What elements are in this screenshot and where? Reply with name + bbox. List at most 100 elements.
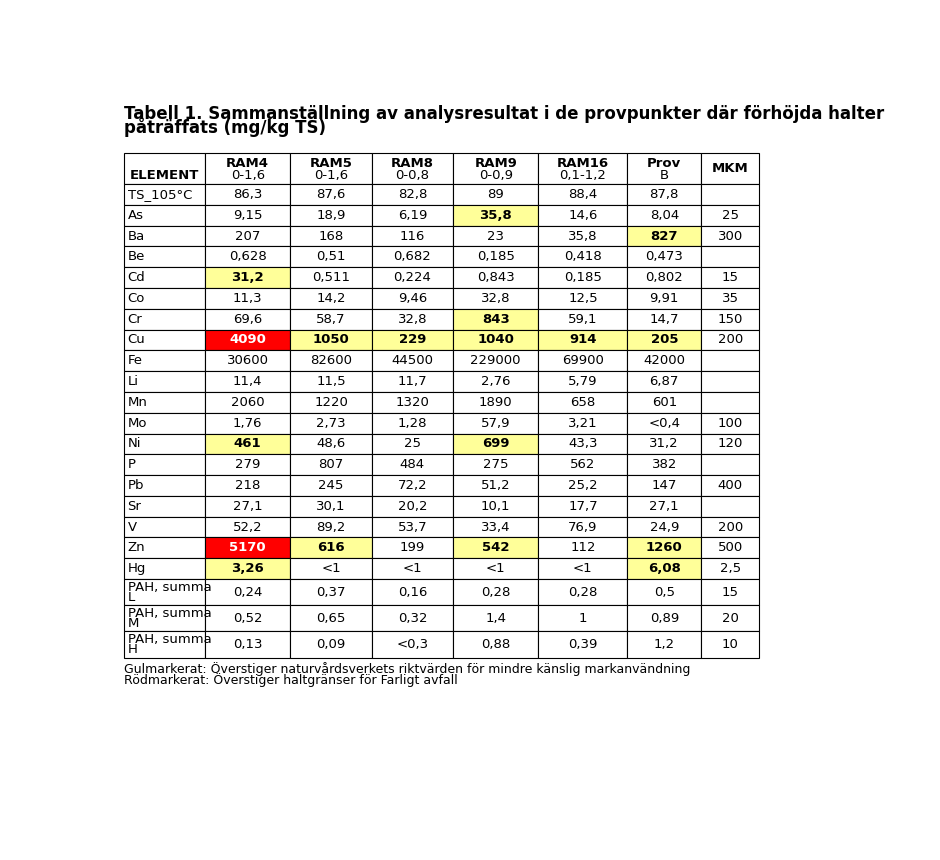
Text: Ba: Ba <box>128 230 145 243</box>
Text: 0,09: 0,09 <box>317 638 346 651</box>
Text: 2,73: 2,73 <box>316 416 346 430</box>
Text: 2,76: 2,76 <box>481 375 510 388</box>
Bar <box>124 247 205 267</box>
Text: Sr: Sr <box>128 500 141 513</box>
Bar <box>539 517 628 538</box>
Text: 52,2: 52,2 <box>233 520 262 533</box>
Bar <box>371 267 453 288</box>
Bar <box>628 288 701 309</box>
Text: 0,5: 0,5 <box>653 586 675 599</box>
Text: 807: 807 <box>319 458 344 471</box>
Bar <box>205 475 290 496</box>
Bar <box>205 454 290 475</box>
Bar <box>290 475 371 496</box>
Text: 9,46: 9,46 <box>398 292 427 305</box>
Bar <box>371 309 453 329</box>
Bar <box>290 605 371 631</box>
Text: 461: 461 <box>234 438 261 451</box>
Text: 32,8: 32,8 <box>398 313 427 326</box>
Bar <box>371 350 453 372</box>
Bar <box>539 605 628 631</box>
Bar <box>371 538 453 558</box>
Text: 1,28: 1,28 <box>398 416 427 430</box>
Text: 199: 199 <box>400 542 425 555</box>
Bar <box>701 372 760 392</box>
Bar <box>453 517 539 538</box>
Text: 2060: 2060 <box>231 396 264 408</box>
Bar <box>371 372 453 392</box>
Text: Tabell 1. Sammanställning av analysresultat i de provpunkter där förhöjda halter: Tabell 1. Sammanställning av analysresul… <box>124 105 884 123</box>
Text: Be: Be <box>128 250 145 263</box>
Text: 20: 20 <box>722 611 739 625</box>
Text: 0,24: 0,24 <box>233 586 262 599</box>
Bar <box>628 205 701 225</box>
Text: 11,3: 11,3 <box>233 292 262 305</box>
Text: 12,5: 12,5 <box>568 292 598 305</box>
Text: 44500: 44500 <box>391 354 433 367</box>
Text: RAM9: RAM9 <box>475 157 517 169</box>
Text: påträffats (mg/kg TS): påträffats (mg/kg TS) <box>124 117 325 137</box>
Bar <box>124 329 205 350</box>
Bar <box>539 184 628 205</box>
Text: 0,37: 0,37 <box>316 586 346 599</box>
Bar <box>628 579 701 605</box>
Bar <box>124 579 205 605</box>
Text: 30,1: 30,1 <box>316 500 346 513</box>
Bar <box>453 579 539 605</box>
Text: 601: 601 <box>651 396 677 408</box>
Text: 23: 23 <box>487 230 504 243</box>
Text: 0,682: 0,682 <box>394 250 431 263</box>
Bar <box>205 267 290 288</box>
Bar <box>628 392 701 413</box>
Bar <box>290 267 371 288</box>
Text: 0,13: 0,13 <box>233 638 262 651</box>
Text: 0,473: 0,473 <box>646 250 683 263</box>
Bar <box>124 372 205 392</box>
Text: Rödmarkerat: Överstiger haltgränser för Farligt avfall: Rödmarkerat: Överstiger haltgränser för … <box>124 673 458 687</box>
Bar <box>371 288 453 309</box>
Text: PAH, summa: PAH, summa <box>128 607 212 620</box>
Bar <box>290 579 371 605</box>
Text: V: V <box>128 520 136 533</box>
Text: 2,5: 2,5 <box>720 562 741 575</box>
Bar <box>539 475 628 496</box>
Text: 1320: 1320 <box>396 396 430 408</box>
Text: 120: 120 <box>717 438 743 451</box>
Bar <box>453 288 539 309</box>
Bar <box>290 372 371 392</box>
Text: 1040: 1040 <box>478 334 514 347</box>
Bar <box>453 247 539 267</box>
Bar <box>290 496 371 517</box>
Text: 1,2: 1,2 <box>653 638 675 651</box>
Text: 245: 245 <box>319 479 344 492</box>
Text: <0,4: <0,4 <box>649 416 681 430</box>
Bar <box>290 247 371 267</box>
Text: 69900: 69900 <box>562 354 603 367</box>
Bar <box>371 329 453 350</box>
Text: 207: 207 <box>235 230 260 243</box>
Bar <box>453 496 539 517</box>
Bar <box>205 309 290 329</box>
Bar <box>205 433 290 454</box>
Bar <box>371 205 453 225</box>
Bar <box>453 631 539 658</box>
Text: 11,7: 11,7 <box>398 375 427 388</box>
Bar <box>205 538 290 558</box>
Text: Li: Li <box>128 375 138 388</box>
Text: 116: 116 <box>400 230 425 243</box>
Text: RAM8: RAM8 <box>391 157 434 169</box>
Text: Cu: Cu <box>128 334 146 347</box>
Text: 1220: 1220 <box>314 396 348 408</box>
Bar <box>371 225 453 247</box>
Bar <box>124 558 205 579</box>
Bar <box>124 631 205 658</box>
Bar <box>628 372 701 392</box>
Bar <box>453 267 539 288</box>
Text: 382: 382 <box>651 458 677 471</box>
Bar <box>628 558 701 579</box>
Text: 542: 542 <box>482 542 509 555</box>
Bar <box>539 454 628 475</box>
Bar <box>539 433 628 454</box>
Text: 0-1,6: 0-1,6 <box>314 169 348 182</box>
Bar <box>701 475 760 496</box>
